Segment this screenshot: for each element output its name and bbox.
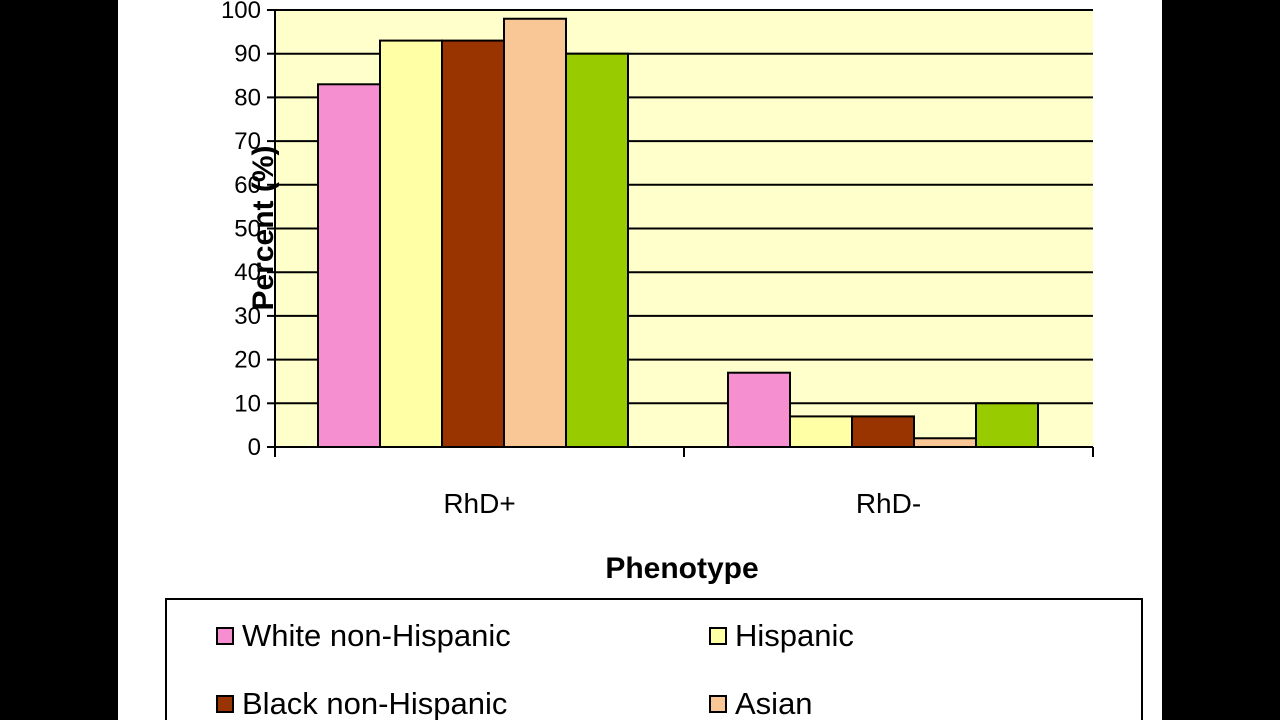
y-tick-label-40: 40: [234, 259, 261, 286]
legend-item-asian: Asian: [709, 684, 813, 720]
y-tick-labels: 0 10 20 30 40 50 60 70 80 90 100: [221, 0, 261, 461]
y-tick-label-20: 20: [234, 347, 261, 374]
bar-rhd-black-non-hispanic: [441, 39, 505, 449]
legend: White non-Hispanic Hispanic Black non-Hi…: [165, 598, 1143, 720]
bar-chart: 0 10 20 30 40 50 60 70 80 90 100 RhD+ RhD- Percent …: [221, 0, 1094, 585]
y-tick-label-50: 50: [234, 216, 261, 243]
legend-label-asian: Asian: [735, 686, 813, 720]
legend-swatch-black-non-hispanic: [216, 695, 234, 713]
y-tick-label-60: 60: [234, 172, 261, 199]
legend-item-black-non-hispanic: Black non-Hispanic: [216, 684, 507, 720]
bar-rhd-series-5: [975, 402, 1039, 448]
y-tick-label-80: 80: [234, 84, 261, 111]
legend-item-white-non-hispanic: White non-Hispanic: [216, 616, 511, 656]
x-axis-title: Phenotype: [605, 552, 758, 585]
y-tick-label-30: 30: [234, 303, 261, 330]
bar-rhd-black-non-hispanic: [851, 415, 915, 449]
y-tick-label-70: 70: [234, 128, 261, 155]
bar-rhd-hispanic: [789, 415, 853, 449]
bar-rhd-series-5: [565, 52, 629, 448]
axes: [274, 10, 1094, 457]
y-axis-title: Percent (%): [247, 145, 280, 310]
bar-rhd-asian: [913, 437, 977, 449]
legend-label-white-non-hispanic: White non-Hispanic: [242, 618, 511, 653]
bar-rhd-white-non-hispanic: [727, 371, 791, 448]
category-labels: RhD+ RhD-: [443, 488, 921, 519]
legend-swatch-white-non-hispanic: [216, 627, 234, 645]
legend-label-black-non-hispanic: Black non-Hispanic: [242, 686, 508, 720]
legend-label-hispanic: Hispanic: [735, 618, 854, 653]
bar-rhd-white-non-hispanic: [317, 83, 381, 448]
bar-rhd-hispanic: [379, 39, 443, 449]
legend-swatch-asian: [709, 695, 727, 713]
x-category-label-rhd: RhD-: [856, 488, 921, 519]
y-tick-label-100: 100: [221, 0, 261, 24]
slide: 0 10 20 30 40 50 60 70 80 90 100 RhD+ RhD- Percent …: [118, 0, 1162, 720]
x-category-label-rhd: RhD+: [443, 488, 515, 519]
y-tick-label-10: 10: [234, 390, 261, 417]
y-tick-label-0: 0: [248, 434, 261, 461]
bar-rhd-asian: [503, 17, 567, 449]
legend-swatch-hispanic: [709, 627, 727, 645]
legend-item-hispanic: Hispanic: [709, 616, 854, 656]
y-tick-label-90: 90: [234, 41, 261, 68]
